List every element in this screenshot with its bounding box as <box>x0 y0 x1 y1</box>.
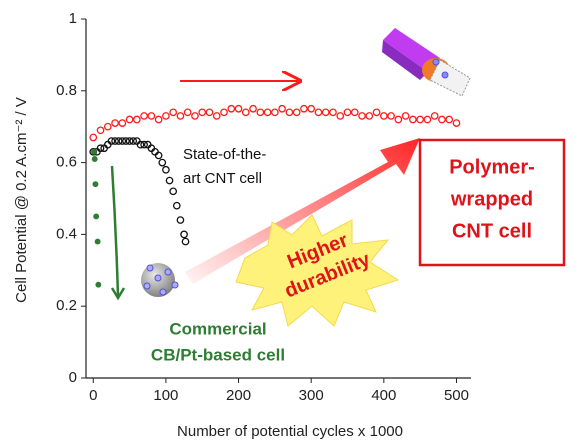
data-point <box>126 116 132 122</box>
data-point <box>96 282 101 287</box>
data-point <box>221 109 227 115</box>
data-point <box>92 150 97 155</box>
data-point <box>359 113 365 119</box>
data-point <box>243 109 249 115</box>
x-tick-label: 0 <box>89 387 97 404</box>
data-point <box>264 109 270 115</box>
y-tick-label: 0.4 <box>56 225 77 242</box>
data-point <box>337 113 343 119</box>
data-point <box>250 106 256 112</box>
annotation-text: CB/Pt-based cell <box>151 345 285 364</box>
annotation-text: Polymer- <box>449 156 535 178</box>
annotation-text: State-of-the- <box>183 146 266 163</box>
data-point <box>323 109 329 115</box>
annotation-text: art CNT cell <box>183 170 262 187</box>
y-tick-label: 1 <box>69 10 77 27</box>
data-point <box>94 214 99 219</box>
y-tick-label: 0.6 <box>56 154 77 171</box>
y-tick-label: 0.2 <box>56 297 77 314</box>
annotation: Polymer-wrapped CNT cell <box>449 156 535 242</box>
nanotube-icon <box>382 28 470 96</box>
data-point <box>182 238 188 244</box>
data-point <box>228 106 234 112</box>
x-tick-label: 200 <box>226 387 251 404</box>
y-tick-label: 0.8 <box>56 82 77 99</box>
data-point <box>181 231 187 237</box>
y-axis-label: Cell Potential @ 0.2 A.cm⁻² / V <box>13 97 30 303</box>
data-point <box>344 109 350 115</box>
data-point <box>381 113 387 119</box>
data-point <box>163 113 169 119</box>
annotation-text: wrapped <box>450 188 533 210</box>
data-point <box>235 106 241 112</box>
data-point <box>90 134 96 140</box>
data-point <box>395 116 401 122</box>
data-point <box>148 113 154 119</box>
data-point <box>93 182 98 187</box>
data-point <box>159 159 165 165</box>
data-point <box>388 113 394 119</box>
data-point <box>163 167 169 173</box>
data-point <box>141 113 147 119</box>
annotation: State-of-the-art CNT cell <box>183 146 266 187</box>
data-point <box>352 109 358 115</box>
data-point <box>119 120 125 126</box>
data-point <box>279 106 285 112</box>
data-point <box>424 116 430 122</box>
data-point <box>286 109 292 115</box>
data-point <box>166 177 172 183</box>
data-point <box>308 106 314 112</box>
x-tick-label: 400 <box>371 387 396 404</box>
data-point <box>366 113 372 119</box>
data-point <box>155 152 161 158</box>
data-point <box>446 116 452 122</box>
data-point <box>293 109 299 115</box>
data-point <box>301 106 307 112</box>
green-arrow <box>112 166 118 296</box>
data-point <box>272 109 278 115</box>
data-point <box>155 116 161 122</box>
data-point <box>373 109 379 115</box>
data-point <box>199 109 205 115</box>
data-point <box>177 113 183 119</box>
data-point <box>257 109 263 115</box>
x-tick-label: 500 <box>444 387 469 404</box>
data-point <box>330 109 336 115</box>
data-point <box>92 157 97 162</box>
data-point <box>95 239 100 244</box>
data-point <box>453 120 459 126</box>
data-point <box>134 116 140 122</box>
data-point <box>148 145 154 151</box>
annotation-text: CNT cell <box>452 220 532 242</box>
particle-icon <box>141 263 178 297</box>
data-point <box>439 116 445 122</box>
annotation-text: Commercial <box>169 319 266 338</box>
data-point <box>97 127 103 133</box>
data-point <box>417 116 423 122</box>
data-point <box>105 141 111 147</box>
y-tick-label: 0 <box>69 369 77 386</box>
data-point <box>431 113 437 119</box>
data-point <box>112 120 118 126</box>
data-point <box>206 109 212 115</box>
chart: Number of potential cycles x 1000 Cell P… <box>0 0 581 444</box>
data-point <box>214 113 220 119</box>
data-point <box>402 113 408 119</box>
x-tick-label: 100 <box>153 387 178 404</box>
data-point <box>315 109 321 115</box>
x-tick-label: 300 <box>299 387 324 404</box>
data-point <box>152 149 158 155</box>
data-point <box>184 109 190 115</box>
data-point <box>170 109 176 115</box>
data-point <box>170 188 176 194</box>
annotation: Commercial CB/Pt-based cell <box>151 319 285 364</box>
data-point <box>192 113 198 119</box>
data-point <box>105 124 111 130</box>
x-axis-label: Number of potential cycles x 1000 <box>177 423 403 440</box>
data-point <box>174 202 180 208</box>
data-point <box>177 217 183 223</box>
data-point <box>410 116 416 122</box>
